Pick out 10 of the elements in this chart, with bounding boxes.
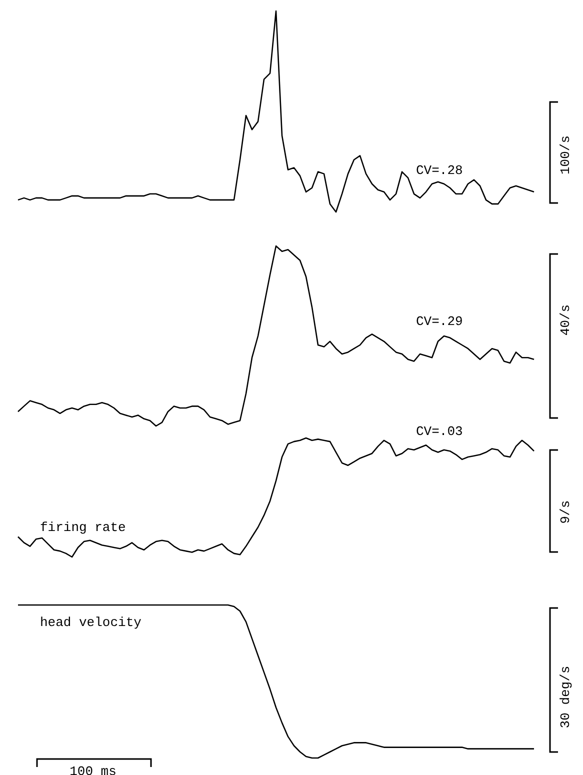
text: 9/s — [558, 500, 573, 524]
annotation: CV=.29 — [416, 314, 463, 329]
annotation: CV=.03 — [416, 424, 463, 439]
text: 30 deg/s — [558, 666, 573, 728]
annotation: firing rate — [40, 520, 126, 535]
annotation: head velocity — [40, 615, 142, 630]
annotation: CV=.28 — [416, 163, 463, 178]
text: 100/s — [558, 135, 573, 175]
text: 100 ms — [70, 764, 116, 775]
text: 40/s — [558, 304, 573, 336]
